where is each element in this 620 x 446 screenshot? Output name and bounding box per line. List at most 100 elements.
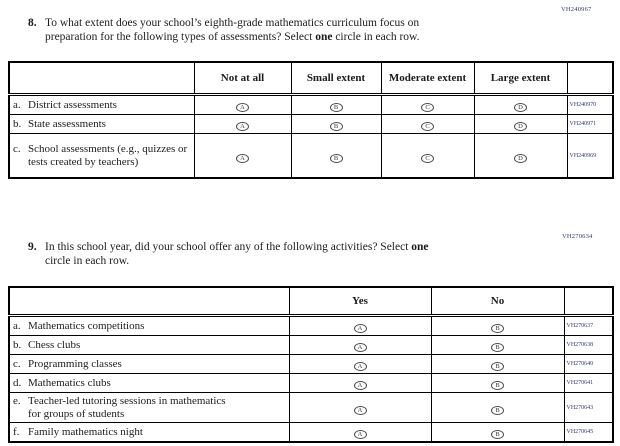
row-label-chess-clubs: b. Chess clubs	[8, 335, 290, 355]
row-label-family-math-night: f. Family mathematics night	[8, 422, 290, 443]
row-code: VH270645	[563, 422, 614, 443]
row-label-text: Family mathematics night	[28, 425, 143, 438]
table-row: e. Teacher-led tutoring sessions in mathe…	[8, 392, 614, 423]
answer-oval-yes[interactable]: A	[353, 405, 367, 415]
q9-activities-table: Yes No a. Mathematics competitions A B VH…	[8, 286, 614, 443]
cell-mathematics-clubs-no: B	[430, 373, 565, 393]
answer-oval-yes[interactable]: A	[353, 324, 367, 333]
cell-district-small-extent: B	[290, 94, 382, 115]
answer-oval-c[interactable]: C	[421, 103, 434, 112]
answer-oval-a[interactable]: A	[236, 103, 249, 112]
cell-school-large-extent: D	[473, 133, 568, 179]
row-letter: e.	[13, 395, 21, 407]
row-letter: c.	[13, 357, 21, 370]
row-label-text: School assessments (e.g., quizzes or tes…	[28, 143, 188, 168]
table-row: b. State assessments A B C D VH240971	[8, 114, 614, 134]
cell-teacher-led-tutoring-no: B	[430, 392, 565, 423]
question-9-text: In this school year, did your school off…	[45, 241, 548, 268]
cell-district-large-extent: D	[473, 94, 568, 115]
row-letter: b.	[13, 117, 22, 130]
row-code: VH240970	[566, 94, 614, 115]
cell-programming-classes-yes: A	[288, 354, 432, 374]
cell-programming-classes-no: B	[430, 354, 565, 374]
row-label-text: Programming classes	[28, 357, 122, 370]
answer-oval-yes[interactable]: A	[353, 381, 367, 390]
q8-header-moderate-extent: Moderate extent	[380, 61, 475, 96]
question-8-line1: To what extent does your school’s eighth…	[45, 17, 420, 29]
table-row: f. Family mathematics night A B VH270645	[8, 422, 614, 443]
q9-header-code-col	[563, 286, 614, 317]
row-code: VH270643	[563, 392, 614, 423]
question-8-text: To what extent does your school’s eighth…	[45, 17, 528, 44]
row-code: VH270641	[563, 373, 614, 393]
question-9-code: VH270634	[562, 233, 593, 240]
q9-header-no: No	[430, 286, 565, 317]
answer-oval-a[interactable]: A	[236, 153, 249, 163]
row-label-text: State assessments	[28, 117, 106, 130]
q8-header-not-at-all: Not at all	[193, 61, 292, 96]
row-label-text: Mathematics clubs	[28, 376, 111, 389]
row-letter: b.	[13, 338, 22, 351]
q9-header-empty	[8, 286, 290, 317]
row-code: VH270638	[563, 335, 614, 355]
answer-oval-no[interactable]: B	[491, 430, 504, 439]
answer-oval-no[interactable]: B	[491, 324, 504, 333]
answer-oval-c[interactable]: C	[421, 122, 434, 131]
row-label-mathematics-clubs: d. Mathematics clubs	[8, 373, 290, 393]
row-label-text: Teacher-led tutoring sessions in mathema…	[28, 395, 226, 420]
answer-oval-no[interactable]: B	[491, 343, 504, 352]
row-label-district-assessments: a. District assessments	[8, 94, 195, 115]
question-8-bold-one: one	[315, 30, 333, 43]
q8-header-empty	[8, 61, 195, 96]
cell-school-small-extent: B	[290, 133, 382, 179]
answer-oval-a[interactable]: A	[236, 122, 249, 131]
answer-oval-b[interactable]: B	[329, 103, 343, 112]
row-letter: c.	[13, 143, 21, 155]
cell-math-competitions-yes: A	[288, 315, 432, 336]
row-label-text: District assessments	[28, 98, 117, 111]
answer-oval-b[interactable]: B	[329, 122, 343, 131]
question-9-line1: In this school year, did your school off…	[45, 241, 412, 253]
answer-oval-yes[interactable]: A	[353, 362, 367, 371]
cell-mathematics-clubs-yes: A	[288, 373, 432, 393]
answer-oval-no[interactable]: B	[491, 381, 504, 390]
cell-family-math-night-no: B	[430, 422, 565, 443]
q8-header-small-extent: Small extent	[290, 61, 382, 96]
row-label-state-assessments: b. State assessments	[8, 114, 195, 134]
cell-math-competitions-no: B	[430, 315, 565, 336]
answer-oval-b[interactable]: B	[329, 153, 343, 163]
table-row: b. Chess clubs A B VH270638	[8, 335, 614, 355]
cell-chess-clubs-no: B	[430, 335, 565, 355]
answer-oval-d[interactable]: D	[514, 153, 527, 163]
table-row: c. School assessments (e.g., quizzes or t…	[8, 133, 614, 179]
row-label-teacher-led-tutoring: e. Teacher-led tutoring sessions in mathe…	[8, 392, 290, 423]
answer-oval-d[interactable]: D	[514, 103, 527, 112]
row-code: VH240969	[566, 133, 614, 179]
table-row: a. Mathematics competitions A B VH270637	[8, 315, 614, 336]
question-8-line2: preparation for the following types of a…	[45, 30, 316, 43]
q8-header-large-extent: Large extent	[473, 61, 568, 96]
row-letter: d.	[13, 376, 22, 389]
question-8-number: 8.	[28, 17, 37, 29]
question-8: 8. To what extent does your school’s eig…	[28, 17, 528, 44]
cell-state-not-at-all: A	[193, 114, 292, 134]
answer-oval-yes[interactable]: A	[353, 343, 367, 352]
answer-oval-d[interactable]: D	[514, 122, 527, 131]
cell-district-moderate-extent: C	[380, 94, 475, 115]
answer-oval-c[interactable]: C	[421, 153, 434, 163]
answer-oval-yes[interactable]: A	[353, 430, 367, 439]
q8-table-header-row: Not at all Small extent Moderate extent …	[8, 61, 614, 96]
q9-table-header-row: Yes No	[8, 286, 614, 317]
table-row: c. Programming classes A B VH270640	[8, 354, 614, 374]
row-label-school-assessments: c. School assessments (e.g., quizzes or t…	[8, 133, 195, 179]
row-letter: f.	[13, 425, 20, 438]
row-letter: a.	[13, 319, 21, 332]
cell-school-moderate-extent: C	[380, 133, 475, 179]
row-label-text: Chess clubs	[28, 338, 81, 351]
cell-chess-clubs-yes: A	[288, 335, 432, 355]
answer-oval-no[interactable]: B	[491, 405, 504, 415]
row-label-text: Mathematics competitions	[28, 319, 145, 332]
cell-teacher-led-tutoring-yes: A	[288, 392, 432, 423]
answer-oval-no[interactable]: B	[491, 362, 504, 371]
